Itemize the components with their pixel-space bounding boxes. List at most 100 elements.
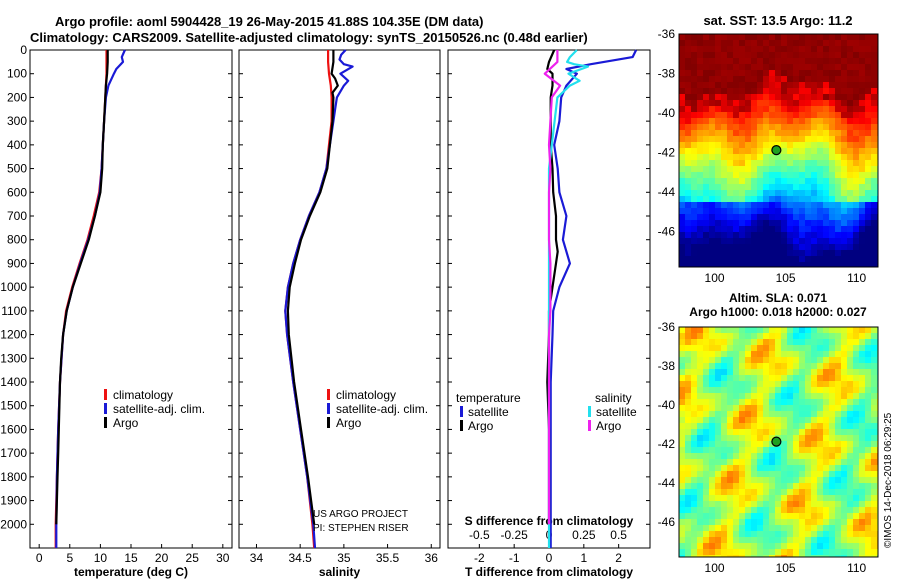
temperature-xlabel: temperature (deg C) [74, 565, 188, 579]
lat-tick-label: -44 [658, 476, 676, 490]
lon-tick-label: 105 [776, 271, 796, 285]
legend-label: Argo [468, 419, 494, 433]
x-tick-label: -2 [474, 551, 485, 565]
lat-tick-label: -46 [658, 224, 676, 238]
depth-tick-label: 1400 [0, 375, 27, 389]
depth-tick-label: 1600 [0, 422, 27, 436]
depth-tick-label: 900 [7, 256, 27, 270]
temperature-plot-frame [29, 49, 233, 549]
difference-xlabel: T difference from climatology [465, 565, 633, 579]
sla-map-subtitle: Argo h1000: 0.018 h2000: 0.027 [689, 305, 867, 319]
difference-panel: -2 -1 0 1 2T difference from climatology -0.5… [447, 49, 651, 579]
legend-swatch [104, 389, 107, 400]
temperature-panel: 0100200300400500600700800900100011001200… [0, 43, 233, 579]
depth-tick-label: 1700 [0, 446, 27, 460]
legend-label: Argo [113, 416, 139, 430]
lat-tick-label: -40 [658, 398, 676, 412]
legend-swatch [588, 406, 591, 417]
salinity-series-satelliteadjclim [284, 49, 354, 549]
legend-label: climatology [113, 388, 173, 402]
depth-tick-label: 1100 [1, 304, 27, 318]
depth-tick-label: 2000 [0, 517, 27, 531]
depth-tick-label: 300 [7, 114, 27, 128]
temperature-series-climatology [54, 50, 108, 548]
legend-swatch [104, 417, 107, 428]
lat-tick-label: -44 [658, 185, 676, 199]
x-tick-label: 34.5 [288, 551, 312, 565]
lon-tick-label: 100 [705, 561, 725, 575]
sst-map-panel: sat. SST: 13.5 Argo: 11.2 -36 -38 -40 -42 -44… [658, 13, 879, 285]
x-tick-label: 30 [216, 551, 230, 565]
lon-tick-label: 110 [847, 561, 866, 575]
lat-tick-label: -36 [658, 320, 676, 334]
legend-swatch [327, 389, 330, 400]
x-tick-label: 5 [66, 551, 73, 565]
s-diff-tick-label: 0.5 [610, 528, 627, 542]
sst-map-title: sat. SST: 13.5 Argo: 11.2 [703, 13, 852, 28]
lon-tick-label: 110 [847, 271, 866, 285]
lat-tick-label: -38 [658, 66, 676, 80]
depth-tick-label: 400 [7, 138, 27, 152]
x-tick-label: 2 [615, 551, 622, 565]
s-diff-tick-label: -0.25 [500, 528, 528, 542]
x-tick-label: 35.5 [376, 551, 400, 565]
difference-series-satellite-temperature [549, 49, 638, 548]
x-tick-label: 35 [337, 551, 351, 565]
salinity-series-argo [286, 50, 339, 525]
x-tick-label: 0 [36, 551, 43, 565]
x-tick-label: 0 [546, 551, 553, 565]
sla-map-title: Altim. SLA: 0.071 [729, 291, 827, 305]
credit-line1: US ARGO PROJECT [313, 509, 408, 520]
salinity-plot-frame [238, 49, 441, 549]
lat-tick-label: -38 [658, 359, 676, 373]
legend-label: satellite [468, 405, 509, 419]
s-diff-tick-label: -0.5 [469, 528, 490, 542]
x-tick-label: 34 [250, 551, 264, 565]
lat-tick-label: -46 [658, 515, 676, 529]
header-line1: Argo profile: aoml 5904428_19 26-May-201… [55, 14, 484, 29]
depth-tick-label: 1300 [0, 351, 27, 365]
lat-tick-label: -42 [658, 145, 676, 159]
lat-tick-label: -42 [658, 437, 676, 451]
s-diff-tick-label: 0.25 [572, 528, 596, 542]
legend-title-salinity: salinity [595, 391, 632, 405]
difference-series-satellite-salinity [547, 49, 590, 548]
depth-tick-label: 1800 [0, 470, 27, 484]
x-tick-label: 36 [425, 551, 439, 565]
depth-tick-label: 1900 [0, 494, 27, 508]
lat-tick-label: -36 [658, 27, 676, 41]
legend-swatch [327, 403, 330, 414]
argo-location-marker [771, 436, 782, 447]
x-tick-label: 25 [186, 551, 200, 565]
legend-swatch [460, 420, 463, 431]
legend-label: satellite [596, 405, 637, 419]
depth-tick-label: 600 [7, 185, 27, 199]
lat-tick-label: -40 [658, 106, 676, 120]
depth-tick-label: 200 [7, 90, 27, 104]
header-line2: Climatology: CARS2009. Satellite-adjuste… [30, 30, 588, 45]
lon-tick-label: 100 [705, 271, 725, 285]
difference-series-argo-salinity [543, 50, 562, 525]
depth-tick-label: 1000 [0, 280, 27, 294]
salinity-panel: 34 34.5 35 35.5 36 salinity climatologysatelli… [238, 49, 441, 579]
sla_map-frame [678, 326, 879, 558]
legend-swatch [327, 417, 330, 428]
x-tick-label: 10 [94, 551, 108, 565]
legend-swatch [104, 403, 107, 414]
lon-tick-label: 105 [776, 561, 796, 575]
legend-label: satellite-adj. clim. [336, 402, 428, 416]
depth-tick-label: 1500 [0, 399, 27, 413]
depth-tick-label: 0 [20, 43, 27, 57]
difference-series-argo-temperature [546, 49, 559, 525]
temperature-series-argo [55, 50, 109, 525]
depth-tick-label: 100 [7, 67, 27, 81]
x-tick-label: 15 [124, 551, 138, 565]
legend-label: Argo [596, 419, 622, 433]
depth-tick-label: 700 [7, 209, 27, 223]
depth-tick-label: 1200 [0, 328, 27, 342]
argo-location-marker [771, 145, 782, 156]
legend-label: Argo [336, 416, 362, 430]
x-tick-label: -1 [509, 551, 520, 565]
legend-label: climatology [336, 388, 396, 402]
